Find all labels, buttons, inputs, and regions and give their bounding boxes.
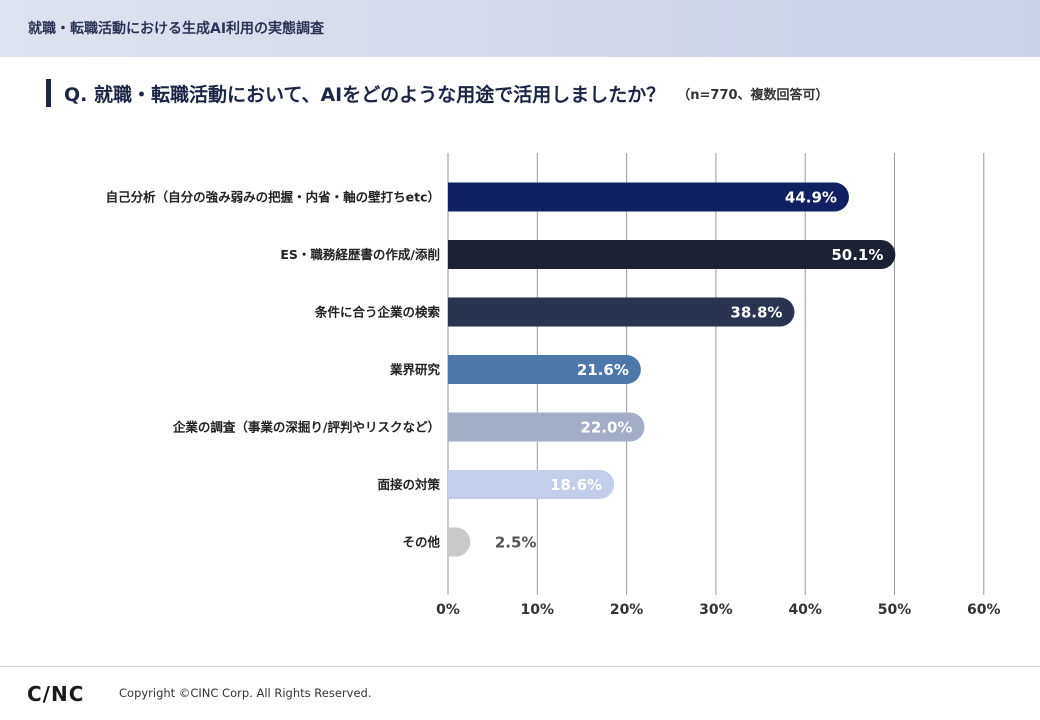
question-heading: Q. 就職・転職活動において、AIをどのような用途で活用しましたか？ （n=77…	[46, 79, 829, 107]
value-label: 22.0%	[580, 419, 632, 437]
bar	[448, 297, 795, 327]
question-marker	[46, 79, 51, 107]
header-bar: 就職・転職活動における生成AI利用の実態調査	[0, 0, 1040, 57]
x-tick-label: 50%	[878, 602, 912, 618]
value-label: 18.6%	[550, 476, 602, 494]
x-tick-label: 10%	[521, 602, 555, 618]
bar	[448, 470, 615, 499]
question-text: Q. 就職・転職活動において、AIをどのような用途で活用しましたか？	[64, 83, 666, 106]
question-note: （n=770、複数回答可）	[677, 87, 829, 103]
bar	[448, 182, 849, 212]
bar	[448, 412, 645, 442]
bar-chart: 0% 10% 20% 30% 40% 50% 60% 自己分析（自分の強み弱みの把握・内省・軸…	[106, 153, 1001, 618]
footer-divider	[0, 666, 1040, 667]
category-label: その他	[402, 535, 440, 550]
category-label: 業界研究	[389, 362, 441, 377]
value-label: 50.1%	[831, 246, 883, 264]
category-label: 企業の調査（事業の深掘り/評判やリスクなど）	[172, 420, 440, 435]
category-label: 条件に合う企業の検索	[314, 305, 441, 320]
value-label: 44.9%	[785, 189, 837, 207]
value-label: 21.6%	[577, 361, 629, 379]
category-label: ES・職務経歴書の作成/添削	[280, 247, 440, 262]
copyright-text: Copyright ©CINC Corp. All Rights Reserve…	[119, 686, 372, 700]
company-logo: C/NC	[27, 682, 85, 706]
bar	[448, 355, 641, 384]
bar	[448, 240, 896, 269]
category-label: 自己分析（自分の強み弱みの把握・内省・軸の壁打ちetc）	[106, 190, 440, 205]
x-tick-label: 20%	[610, 602, 644, 618]
x-tick-label: 0%	[436, 602, 460, 618]
x-tick-label: 30%	[699, 602, 733, 618]
category-label: 面接の対策	[377, 477, 440, 492]
x-tick-label: 40%	[788, 602, 822, 618]
header-title: 就職・転職活動における生成AI利用の実態調査	[28, 21, 325, 37]
value-label: 2.5%	[495, 534, 537, 552]
value-label: 38.8%	[730, 304, 782, 322]
x-tick-label: 60%	[967, 602, 1001, 618]
bar	[448, 527, 471, 557]
